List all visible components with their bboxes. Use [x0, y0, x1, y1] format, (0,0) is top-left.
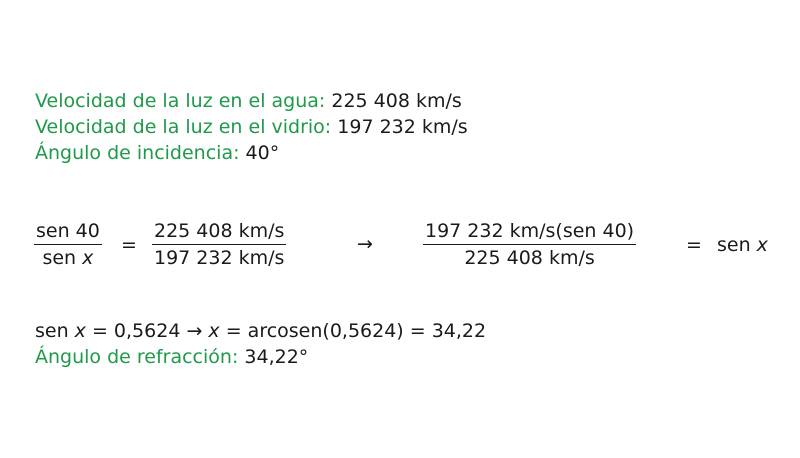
- given-value: 225 408 km/s: [331, 90, 462, 112]
- fraction-numerator: sen 40: [34, 220, 102, 245]
- fraction-speed-ratio: 225 408 km/s 197 232 km/s: [152, 220, 287, 269]
- fraction-denominator: sen x: [42, 247, 94, 269]
- given-glass-speed: Velocidad de la luz en el vidrio: 197 23…: [35, 114, 468, 140]
- given-label: Ángulo de incidencia:: [35, 142, 240, 164]
- fraction-rearranged: 197 232 km/s(sen 40) 225 408 km/s: [423, 220, 637, 269]
- result-label: Ángulo de refracción:: [35, 346, 239, 368]
- equals-sign: =: [121, 234, 137, 256]
- given-value: 40°: [245, 142, 280, 164]
- given-label: Velocidad de la luz en el agua:: [35, 90, 326, 112]
- solution-line: sen x = 0,5624 → x = arcosen(0,5624) = 3…: [35, 320, 487, 342]
- given-water-speed: Velocidad de la luz en el agua: 225 408 …: [35, 88, 462, 114]
- given-incidence-angle: Ángulo de incidencia: 40°: [35, 140, 279, 166]
- fraction-denominator: 197 232 km/s: [154, 247, 285, 269]
- fraction-numerator: 225 408 km/s: [152, 220, 287, 245]
- arrow-icon: →: [186, 320, 203, 342]
- equals-sign: =: [686, 234, 702, 256]
- result-line: Ángulo de refracción: 34,22°: [35, 344, 308, 370]
- given-value: 197 232 km/s: [337, 116, 468, 138]
- given-label: Velocidad de la luz en el vidrio:: [35, 116, 332, 138]
- arrow-icon: →: [357, 233, 373, 255]
- result-sin-x: sen x: [717, 234, 768, 256]
- fraction-numerator: 197 232 km/s(sen 40): [423, 220, 637, 245]
- fraction-denominator: 225 408 km/s: [464, 247, 595, 269]
- result-value: 34,22°: [244, 346, 309, 368]
- fraction-sin-ratio: sen 40 sen x: [34, 220, 102, 269]
